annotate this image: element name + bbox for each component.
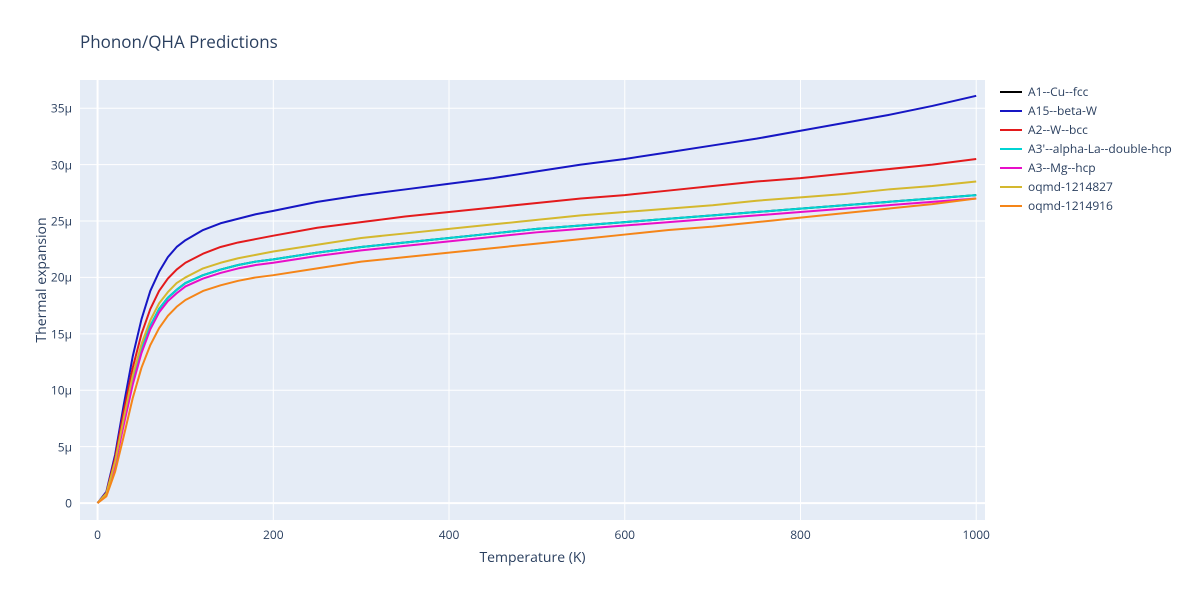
legend-item[interactable]: A3--Mg--hcp [1000,158,1172,177]
legend-label: A15--beta-W [1028,102,1097,119]
y-tick-label: 35μ [44,100,72,117]
y-axis-label: Thermal expansion [32,200,51,360]
legend-swatch [1000,167,1022,169]
series-line[interactable] [98,195,977,503]
y-tick-label: 10μ [44,382,72,399]
legend-swatch [1000,148,1022,150]
legend-label: A1--Cu--fcc [1028,83,1088,100]
legend-swatch [1000,129,1022,131]
y-tick-label: 0 [44,495,72,512]
series-line[interactable] [98,96,977,503]
legend-swatch [1000,91,1022,93]
legend-item[interactable]: A2--W--bcc [1000,120,1172,139]
legend-label: A3--Mg--hcp [1028,159,1096,176]
legend-label: oqmd-1214827 [1028,178,1113,195]
legend-label: A3'--alpha-La--double-hcp [1028,140,1172,157]
x-tick-label: 400 [439,526,460,543]
legend-swatch [1000,110,1022,112]
legend-item[interactable]: oqmd-1214916 [1000,196,1172,215]
x-tick-label: 1000 [962,526,989,543]
x-tick-label: 200 [263,526,284,543]
series-line[interactable] [98,195,977,503]
legend-item[interactable]: oqmd-1214827 [1000,177,1172,196]
legend-item[interactable]: A15--beta-W [1000,101,1172,120]
chart-container: Phonon/QHA Predictions 0 200 400 600 800 1000… [0,0,1200,600]
plot-area[interactable] [80,80,985,520]
x-tick-label: 600 [614,526,635,543]
legend: A1--Cu--fcc A15--beta-W A2--W--bcc A3'--alp… [1000,82,1172,215]
chart-title: Phonon/QHA Predictions [80,30,278,53]
legend-item[interactable]: A1--Cu--fcc [1000,82,1172,101]
lines-svg [80,80,985,520]
x-tick-label: 800 [790,526,811,543]
y-tick-label: 5μ [44,438,72,455]
legend-label: A2--W--bcc [1028,121,1088,138]
legend-label: oqmd-1214916 [1028,197,1113,214]
legend-item[interactable]: A3'--alpha-La--double-hcp [1000,139,1172,158]
legend-swatch [1000,186,1022,188]
series-line[interactable] [98,159,977,503]
x-axis-label: Temperature (K) [80,548,985,567]
x-tick-label: 0 [94,526,101,543]
legend-swatch [1000,205,1022,207]
y-tick-label: 30μ [44,156,72,173]
